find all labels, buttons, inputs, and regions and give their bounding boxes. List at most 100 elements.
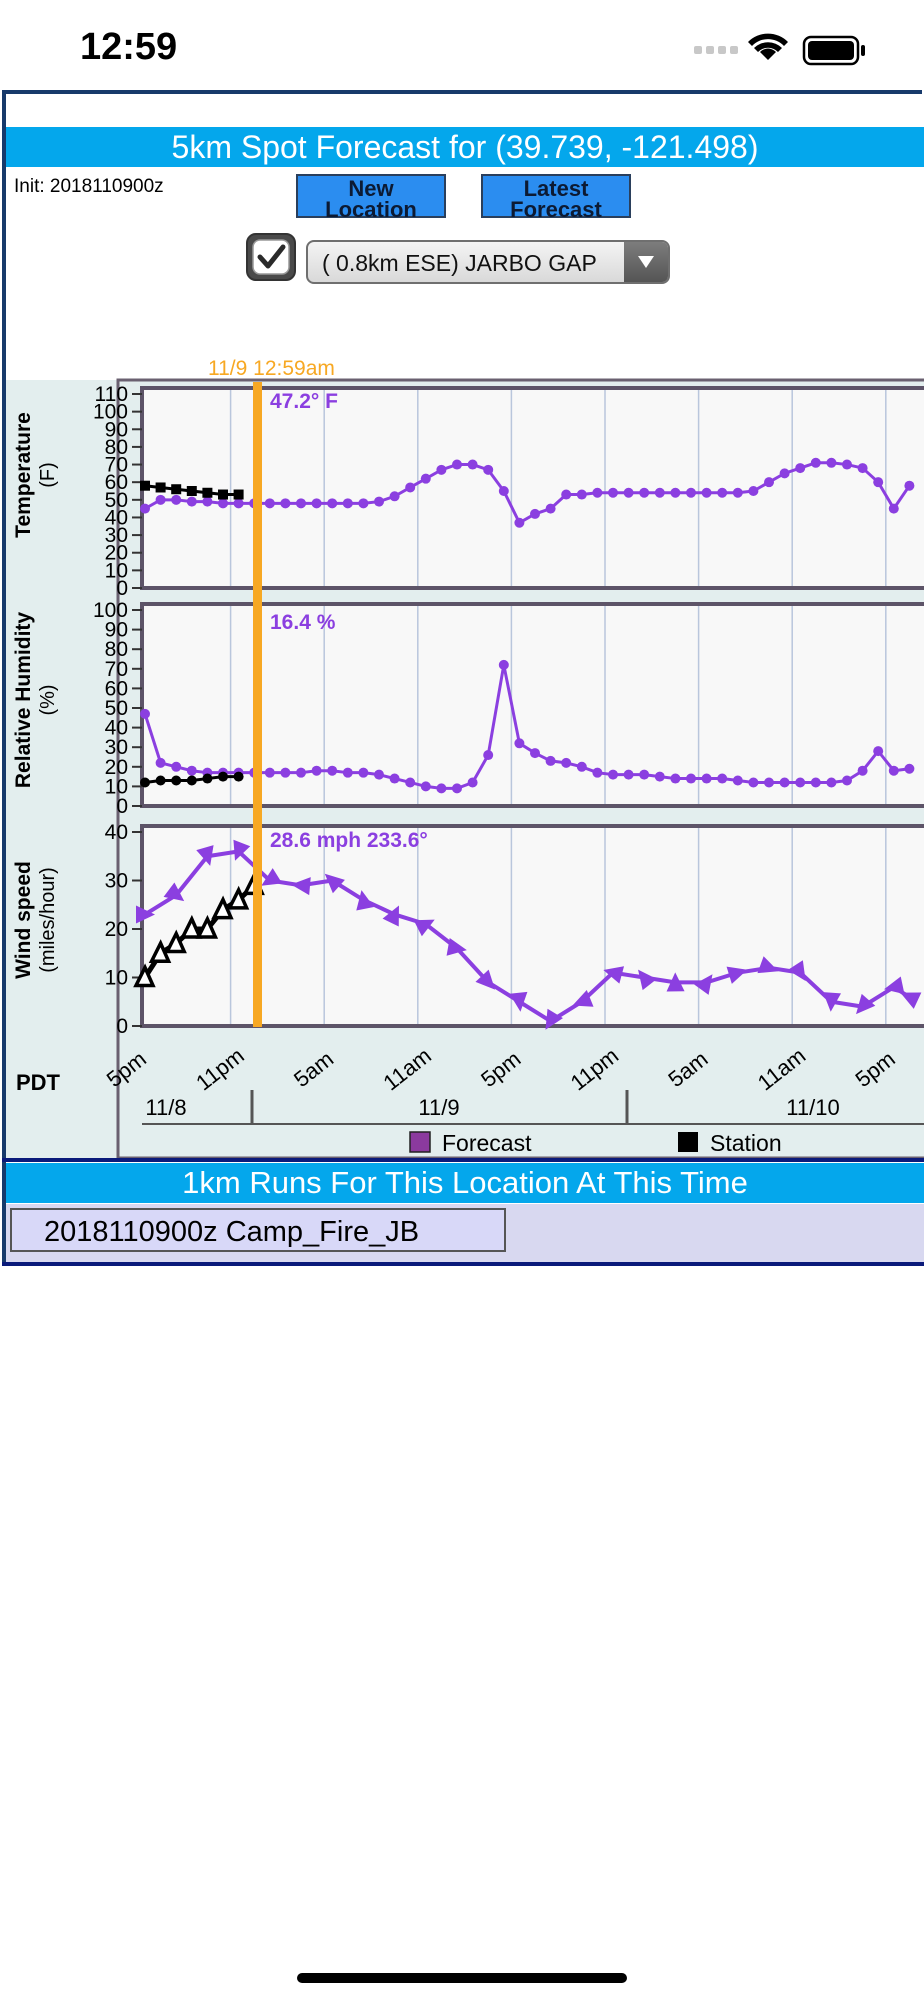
wind-station-marker — [164, 929, 187, 954]
x-tick-label: 5pm — [851, 1046, 900, 1092]
rh-forecast-point — [561, 757, 572, 768]
y-tick-label: 40 — [105, 717, 128, 740]
y-tick-label: 10 — [105, 559, 128, 582]
rh-forecast-point — [436, 783, 447, 794]
rh-forecast-point — [873, 746, 884, 757]
rh-forecast-point — [530, 748, 540, 759]
x-tick-label: 5pm — [102, 1046, 151, 1092]
y-tick-label: 100 — [93, 599, 128, 622]
rh-forecast-point — [748, 777, 759, 788]
y-tick-label: 50 — [105, 697, 128, 720]
temp-forecast-point — [452, 459, 462, 470]
rh-forecast-point — [405, 777, 416, 788]
x-tick-label: 5am — [289, 1046, 338, 1092]
wind-station-marker — [195, 914, 219, 939]
x-tick-label: 5pm — [476, 1046, 525, 1092]
rh-forecast-point — [857, 765, 868, 776]
temp-forecast-point — [873, 477, 884, 488]
wind-readout: 28.6 mph 233.6° — [270, 829, 428, 852]
wind-station-marker — [226, 885, 250, 910]
rh-forecast-point — [171, 761, 182, 772]
temp-forecast-point — [140, 503, 150, 514]
rh-forecast-point — [296, 767, 306, 778]
date-label: 11/9 — [418, 1095, 459, 1120]
temp-forecast-point — [280, 498, 291, 509]
temp-readout: 47.2° F — [270, 390, 338, 413]
rh-forecast-point — [904, 763, 915, 774]
wind-forecast-marker — [136, 905, 155, 924]
wind-forecast-marker — [382, 905, 399, 927]
temp-forecast-point — [342, 498, 353, 509]
rh-forecast-point — [826, 777, 837, 788]
temp-forecast-point — [779, 468, 790, 479]
rh-forecast-point — [842, 775, 852, 786]
temp-forecast-point — [592, 487, 603, 498]
temp-forecast-point — [810, 457, 821, 468]
legend-forecast-swatch — [409, 1131, 431, 1153]
rh-forecast-point — [498, 659, 509, 670]
wind-forecast-marker — [545, 1008, 563, 1030]
y-tick-label: 30 — [105, 870, 128, 893]
rh-forecast-point — [623, 769, 634, 780]
rh-forecast-point — [389, 773, 400, 784]
y-tick-label: 80 — [105, 436, 128, 459]
run-item-camp-fire[interactable]: 2018110900z Camp_Fire_JB — [10, 1208, 506, 1252]
init-label: Init: 2018110900z — [14, 176, 164, 197]
new-location-button[interactable]: New Location — [296, 174, 446, 221]
temp-forecast-point — [498, 486, 509, 496]
y-tick-label: 70 — [105, 658, 128, 681]
temp-forecast-point — [436, 464, 447, 475]
location-checkbox[interactable] — [246, 233, 296, 281]
forecast-chart[interactable]: 11/9 12:59am Temperature (F) Relative Hu… — [0, 0, 924, 1160]
latest-forecast-button[interactable]: Latest Forecast — [481, 174, 631, 221]
temp-forecast-point — [483, 464, 494, 475]
temp-forecast-point — [561, 489, 572, 500]
rh-forecast-point — [732, 775, 743, 786]
wind-forecast-marker — [163, 882, 185, 902]
temp-forecast-point — [311, 498, 322, 509]
rh-station-point — [155, 775, 166, 786]
home-indicator[interactable] — [297, 1973, 627, 1983]
rh-forecast-point — [186, 765, 197, 776]
wind-forecast-marker — [324, 873, 345, 894]
rh-forecast-point — [888, 765, 899, 776]
temp-forecast-point — [764, 477, 774, 488]
wind-station-marker — [179, 914, 203, 939]
wind-forecast-marker — [261, 868, 283, 886]
runs-panel: 2018110900z Camp_Fire_JB — [6, 1204, 924, 1262]
temp-station-point — [233, 489, 244, 500]
temp-forecast-point — [155, 494, 166, 505]
rh-forecast-point — [452, 783, 462, 794]
rh-forecast-point — [514, 738, 525, 749]
y-tick-label: 100 — [93, 401, 128, 424]
location-select-value: ( 0.8km ESE) JARBO GAP — [322, 250, 597, 276]
rh-forecast-point — [155, 757, 166, 768]
rh-forecast-point — [374, 769, 384, 780]
temp-forecast-point — [857, 463, 868, 474]
current-time-label: 11/9 12:59am — [208, 357, 335, 380]
temp-forecast-point — [327, 498, 338, 509]
y-tick-label: 10 — [105, 775, 128, 798]
wind-forecast-marker — [356, 890, 374, 911]
y-tick-label: 40 — [105, 506, 128, 529]
temp-forecast-point — [888, 503, 899, 514]
rh-forecast-point — [701, 773, 712, 784]
y-tick-label: 30 — [105, 524, 128, 547]
temp-axis-label: Temperature — [12, 412, 35, 538]
wind-forecast-marker — [603, 966, 625, 984]
temp-forecast-point — [186, 496, 197, 507]
wind-station-marker — [133, 963, 156, 988]
chevron-down-icon[interactable] — [624, 242, 668, 282]
location-select[interactable]: ( 0.8km ESE) JARBO GAP — [306, 240, 670, 284]
wind-forecast-marker — [856, 993, 876, 1015]
temp-forecast-point — [467, 459, 478, 470]
temp-forecast-point — [608, 487, 618, 498]
x-tick-label: 11am — [378, 1043, 435, 1096]
chart-panel — [140, 824, 924, 1028]
temp-station-point — [186, 486, 197, 496]
rh-forecast-point — [717, 773, 728, 784]
rh-forecast-point — [810, 777, 821, 788]
rh-axis-label: Relative Humidity — [12, 612, 35, 789]
battery-icon — [802, 35, 865, 66]
y-tick-label: 0 — [116, 1015, 128, 1038]
